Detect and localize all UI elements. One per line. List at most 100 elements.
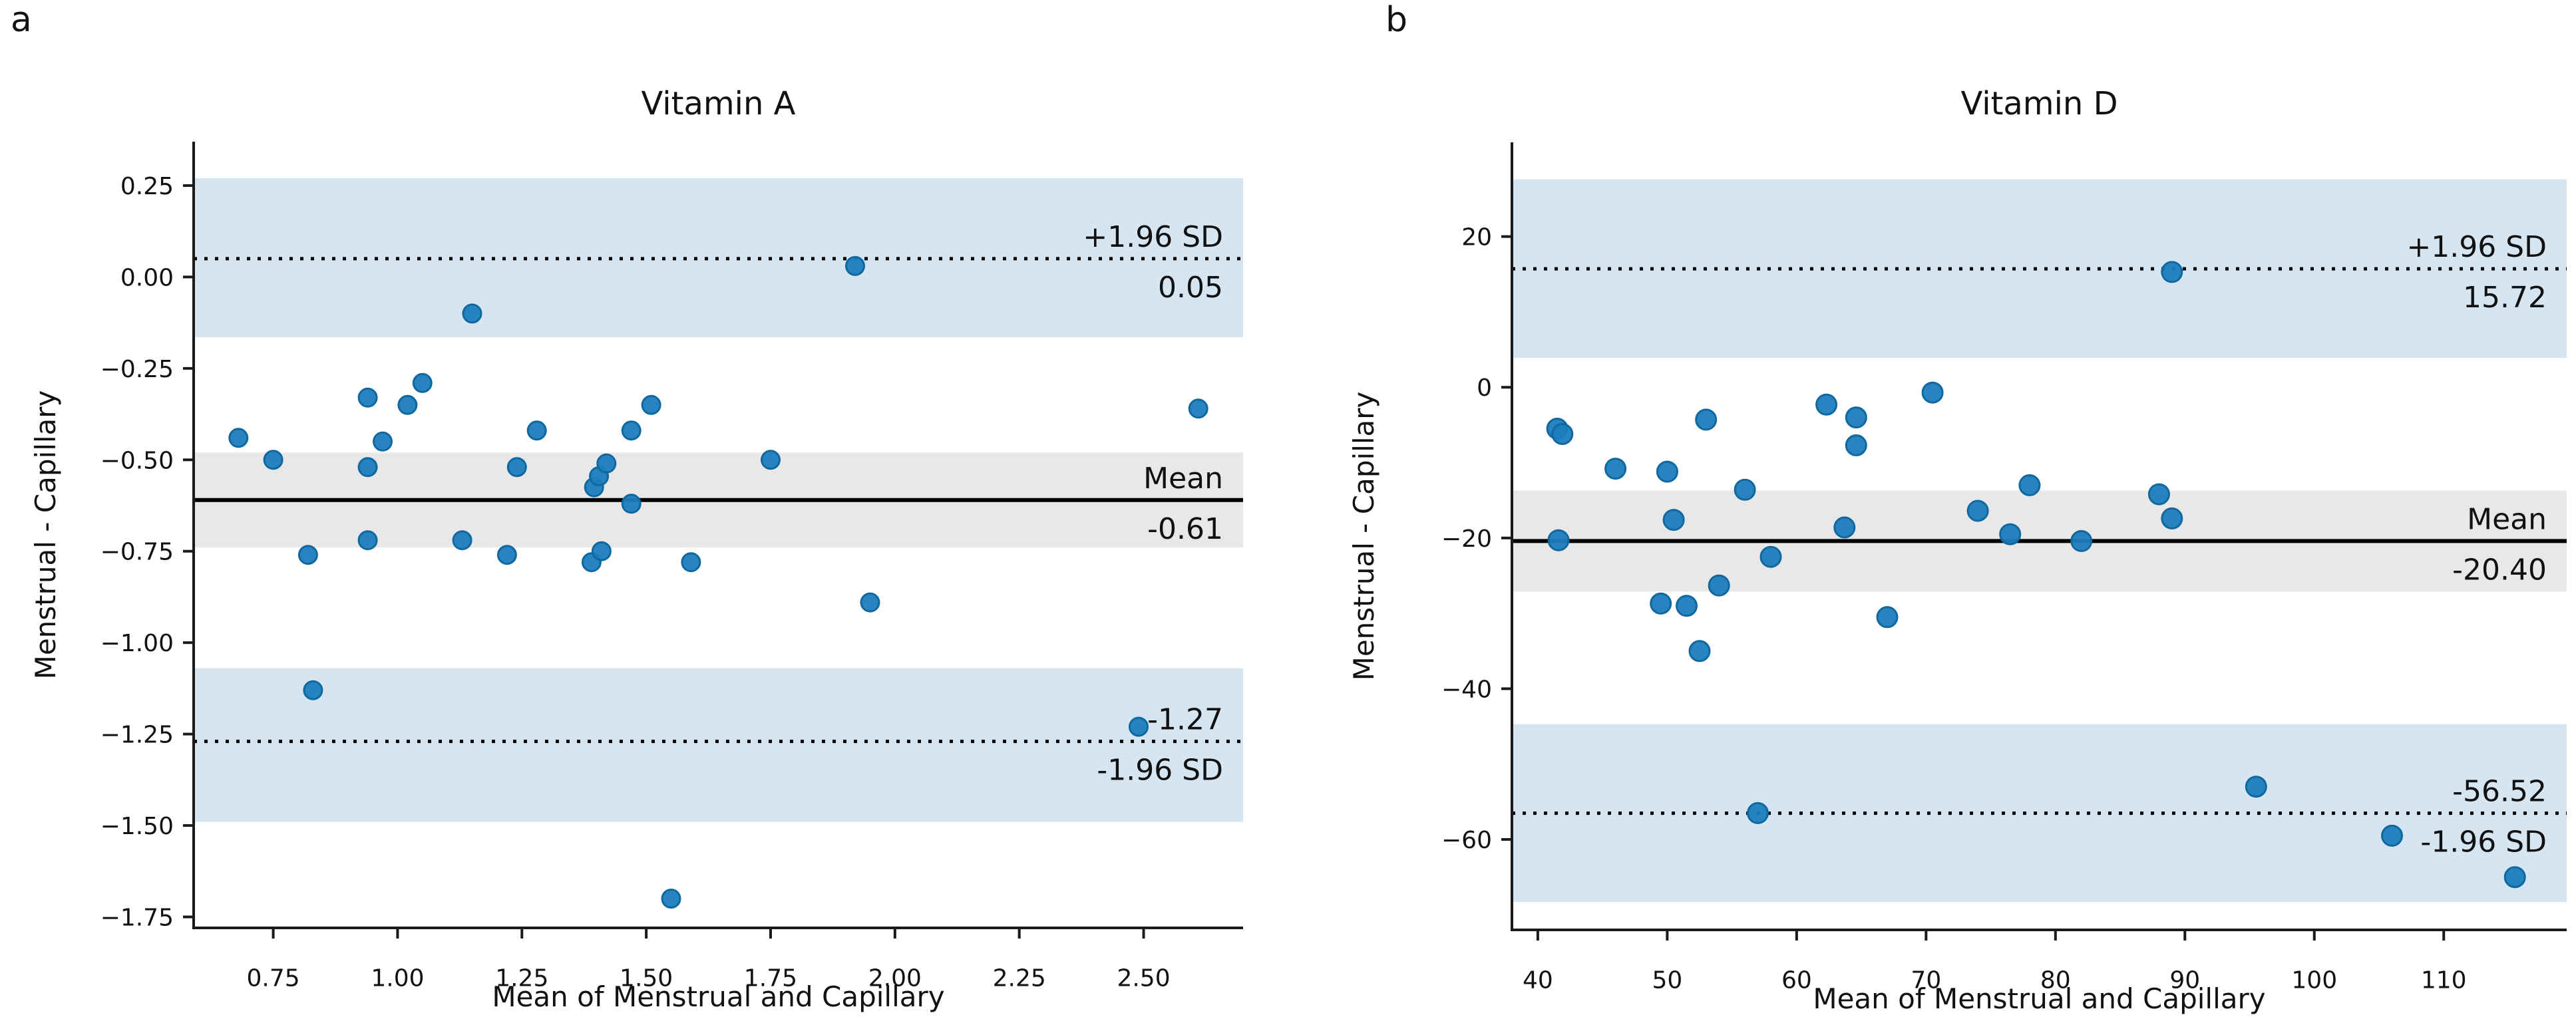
scatter-point: [1845, 434, 1867, 456]
y-axis-label: Menstrual - Capillary: [1348, 392, 1380, 681]
line-annotation-above: -1.27: [1147, 703, 1223, 737]
scatter-point: [1999, 523, 2022, 545]
y-tick-label: −60: [1441, 827, 1492, 854]
line-annotation-above: +1.96 SD: [1083, 220, 1223, 254]
scatter-point: [641, 394, 661, 415]
scatter-point: [1650, 592, 1672, 615]
scatter-point: [1604, 458, 1627, 480]
line-annotation-below: -20.40: [2452, 553, 2547, 587]
y-tick-label: −0.50: [100, 447, 174, 474]
scatter-point: [1676, 595, 1698, 617]
scatter-point: [303, 680, 323, 700]
scatter-point: [397, 394, 418, 415]
scatter-point: [1815, 393, 1838, 416]
scatter-point: [661, 889, 681, 909]
panel-a-corner-label: a: [11, 0, 32, 40]
plot-title: Vitamin A: [642, 85, 796, 122]
scatter-point: [1833, 516, 1856, 539]
scatter-point: [2161, 507, 2183, 529]
scatter-point: [621, 494, 642, 514]
line-annotation-above: +1.96 SD: [2406, 230, 2547, 264]
line-annotation-above: Mean: [2467, 502, 2547, 536]
scatter-point: [452, 530, 472, 551]
scatter-point: [1688, 640, 1711, 662]
scatter-point: [263, 450, 283, 470]
scatter-point: [357, 387, 378, 408]
x-tick-label: 40: [1523, 967, 1553, 994]
scatter-point: [412, 372, 433, 393]
line-annotation-above: -56.52: [2452, 775, 2547, 809]
x-tick-label: 1.25: [495, 965, 548, 992]
y-tick-label: 20: [1461, 224, 1492, 251]
line-annotation-below: 0.05: [1158, 271, 1223, 305]
y-tick-label: −1.50: [100, 813, 174, 840]
y-tick-label: −40: [1441, 676, 1492, 703]
scatter-points: [1546, 261, 2526, 889]
scatter-point: [2147, 483, 2170, 506]
scatter-point: [496, 545, 517, 565]
x-tick-label: 1.75: [744, 965, 797, 992]
scatter-point: [2381, 824, 2403, 847]
scatter-point: [373, 431, 393, 452]
line-annotation-below: -0.61: [1147, 512, 1223, 546]
scatter-point: [357, 457, 378, 478]
scatter-point: [591, 541, 612, 561]
x-tick-label: 60: [1781, 967, 1812, 994]
scatter-point: [761, 450, 781, 470]
x-axis-label: Mean of Menstrual and Capillary: [1813, 982, 2265, 1015]
x-tick-label: 80: [2040, 967, 2071, 994]
scatter-point: [1129, 716, 1149, 737]
scatter-point: [621, 420, 642, 441]
panel-b-corner-label: b: [1385, 0, 1408, 40]
line-annotation-below: -1.96 SD: [2420, 825, 2547, 859]
y-tick-label: 0.25: [120, 173, 174, 200]
scatter-point: [1695, 408, 1718, 431]
plot-title: Vitamin D: [1960, 85, 2117, 122]
scatter-point: [1921, 381, 1944, 404]
y-tick-label: −1.00: [100, 630, 174, 657]
scatter-point: [1747, 802, 1769, 824]
line-annotation-above: Mean: [1143, 462, 1223, 496]
scatter-point: [1656, 460, 1678, 483]
scatter-point: [1845, 406, 1867, 429]
scatter-point: [2245, 776, 2267, 798]
x-tick-label: 100: [2291, 967, 2337, 994]
x-tick-label: 70: [1911, 967, 1941, 994]
x-tick-label: 1.50: [620, 965, 673, 992]
scatter-point: [297, 545, 318, 565]
x-tick-label: 110: [2421, 967, 2467, 994]
x-tick-label: 0.75: [247, 965, 300, 992]
loa-ci-band: [1512, 179, 2567, 359]
line-annotation-below: -1.96 SD: [1097, 754, 1223, 788]
x-tick-label: 2.50: [1117, 965, 1170, 992]
y-tick-label: −1.25: [100, 722, 174, 749]
scatter-point: [1188, 398, 1208, 419]
x-tick-label: 90: [2169, 967, 2200, 994]
loa-ci-band: [194, 668, 1243, 822]
loa-ci-band: [1512, 724, 2567, 903]
scatter-point: [860, 592, 880, 613]
scatter-point: [526, 420, 547, 441]
scatter-point: [2070, 529, 2093, 552]
scatter-point: [1662, 509, 1685, 531]
scatter-point: [462, 303, 482, 324]
y-tick-label: −20: [1441, 525, 1492, 553]
y-tick-label: −0.25: [100, 356, 174, 383]
scatter-point: [596, 453, 617, 474]
line-annotation-below: 15.72: [2463, 281, 2547, 315]
panel-b: 40 50 60 70 80 90 100 110 20 0 −20 −40 −60 +1.96 SD 15…: [1348, 85, 2567, 1015]
y-tick-label: −1.75: [100, 905, 174, 932]
scatter-point: [506, 457, 527, 478]
y-tick-label: 0: [1477, 374, 1492, 402]
panel-a: 0.75 1.00 1.25 1.50 1.75 2.00 2.25 2.50 0.25 0.00…: [29, 85, 1243, 1013]
x-tick-label: 1.00: [371, 965, 424, 992]
x-tick-label: 2.25: [993, 965, 1046, 992]
scatter-point: [1551, 423, 1574, 445]
scatter-point: [1876, 606, 1899, 629]
scatter-point: [1966, 500, 1989, 522]
scatter-point: [1759, 545, 1782, 568]
x-tick-label: 50: [1652, 967, 1682, 994]
x-tick-label: 2.00: [868, 965, 922, 992]
